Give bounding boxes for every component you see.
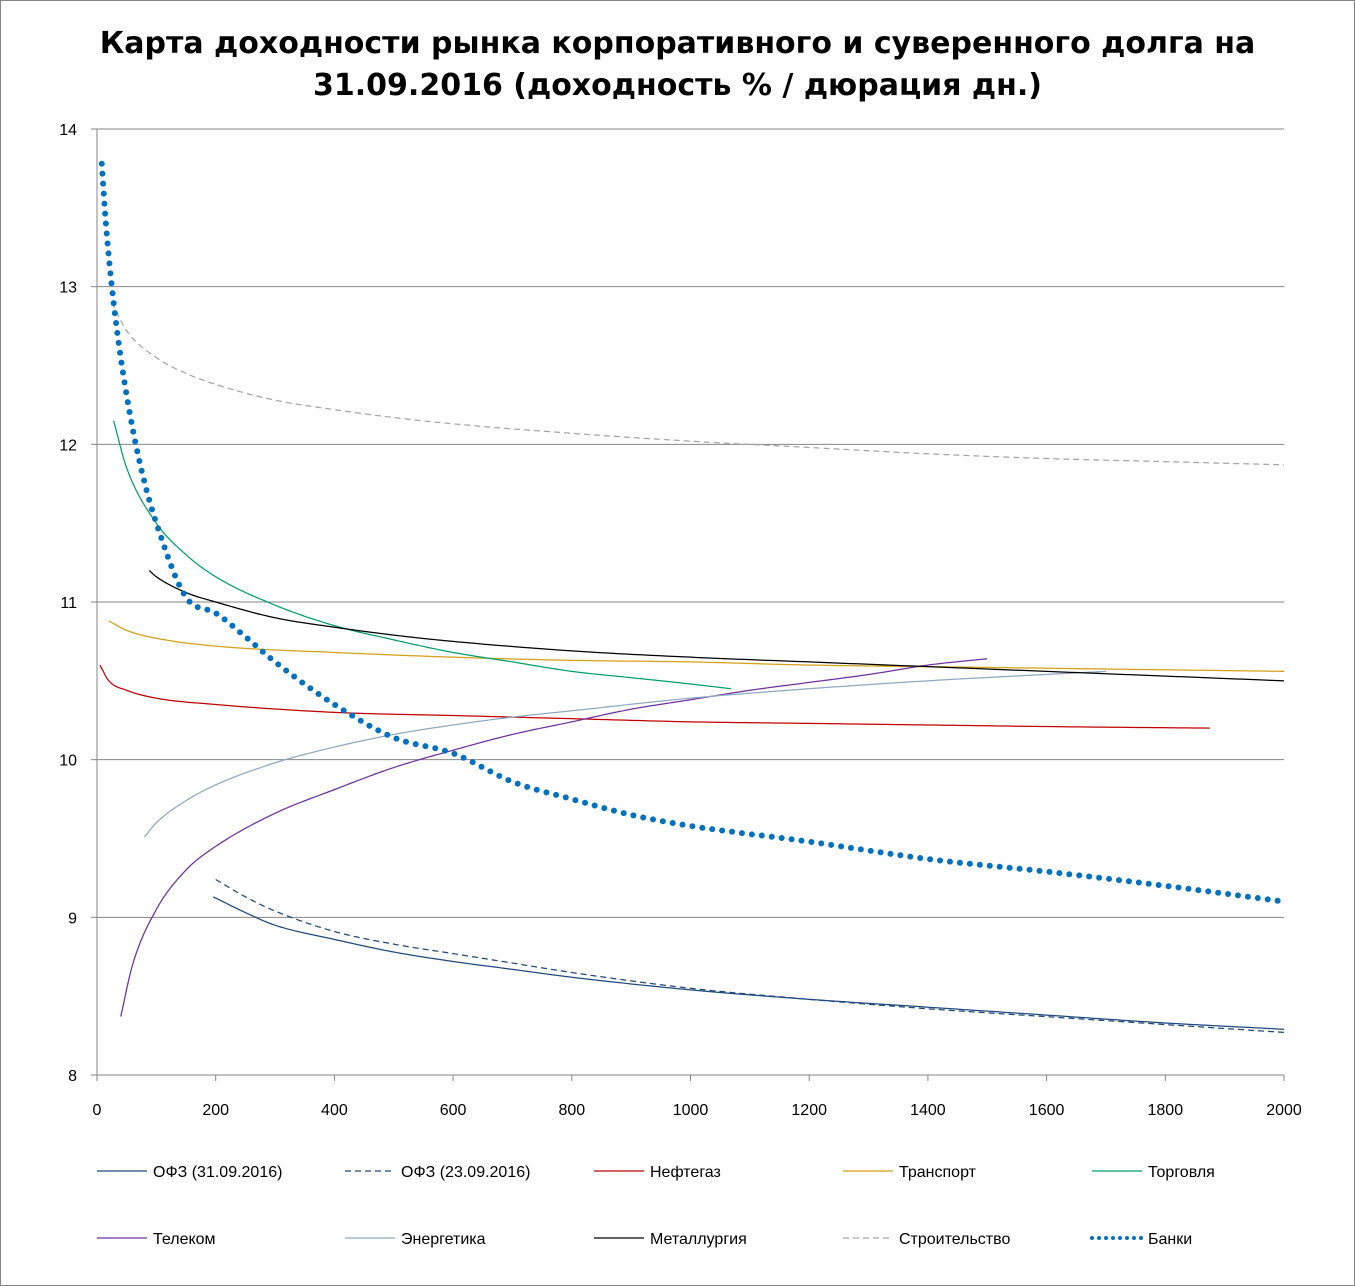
x-tick-label: 1400	[910, 1102, 946, 1119]
chart-title-line-1: Карта доходности рынка корпоративного и …	[99, 26, 1256, 61]
y-tick-label: 10	[59, 753, 77, 770]
legend-label: Строительство	[899, 1231, 1010, 1248]
legend-item: Энергетика	[345, 1231, 486, 1248]
legend-item: Нефтегаз	[594, 1164, 721, 1181]
legend-label: ОФЗ (31.09.2016)	[153, 1164, 282, 1181]
series-line-1	[213, 896, 1285, 1030]
legend-item: Телеком	[97, 1231, 216, 1248]
legend-item: ОФЗ (23.09.2016)	[345, 1164, 530, 1181]
x-tick-label: 2000	[1266, 1102, 1302, 1119]
series-line-10	[98, 160, 1287, 905]
x-tick-label: 0	[93, 1102, 102, 1119]
y-tick-label: 12	[59, 437, 77, 454]
series-line-7	[143, 670, 1106, 838]
series-line-5	[113, 420, 731, 690]
legend-label: Транспорт	[899, 1164, 977, 1181]
legend-item: Банки	[1090, 1231, 1192, 1248]
series-line-2	[215, 878, 1285, 1034]
legend-label: Энергетика	[401, 1231, 486, 1248]
legend-item: Металлургия	[594, 1231, 747, 1248]
legend-label: Металлургия	[650, 1231, 747, 1248]
x-tick-label: 400	[321, 1102, 348, 1119]
legend-item: Транспорт	[843, 1164, 977, 1181]
legend-item: Торговля	[1092, 1164, 1215, 1181]
x-tick-label: 600	[440, 1102, 467, 1119]
chart-title: Карта доходности рынка корпоративного и …	[1, 23, 1354, 107]
series-line-8	[148, 570, 1285, 682]
legend-label: Нефтегаз	[650, 1164, 721, 1181]
series-line-9	[111, 302, 1285, 466]
x-tick-label: 1000	[673, 1102, 709, 1119]
y-tick-label: 14	[59, 122, 77, 139]
legend-label: Телеком	[153, 1231, 216, 1248]
x-tick-label: 1600	[1029, 1102, 1065, 1119]
series-line-4	[108, 620, 1285, 672]
legend-label: ОФЗ (23.09.2016)	[401, 1164, 530, 1181]
legend-item: ОФЗ (31.09.2016)	[97, 1164, 282, 1181]
legend-label: Торговля	[1148, 1164, 1215, 1181]
y-tick-label: 11	[60, 595, 77, 612]
series-lines	[98, 160, 1287, 1034]
legend-label: Банки	[1148, 1231, 1192, 1248]
x-tick-label: 800	[558, 1102, 585, 1119]
series-line-6	[120, 658, 988, 1017]
y-tick-label: 13	[59, 280, 77, 297]
x-tick-label: 1800	[1148, 1102, 1184, 1119]
chart-title-line-2: 31.09.2016 (доходность % / дюрация дн.)	[313, 68, 1042, 103]
x-tick-label: 1200	[791, 1102, 827, 1119]
x-tick-label: 200	[202, 1102, 229, 1119]
axes: 8 9 10 11 12 13 14 0 200 400 600 800 1000 1200 1400 160…	[59, 122, 1302, 1119]
y-tick-label: 8	[68, 1068, 77, 1085]
series-line-3	[99, 664, 1210, 729]
y-tick-label: 9	[68, 910, 77, 927]
legend-item: Строительство	[843, 1231, 1010, 1248]
legend: ОФЗ (31.09.2016) ОФЗ (23.09.2016) Нефтегаз…	[97, 1164, 1215, 1248]
gridlines	[97, 128, 1284, 918]
